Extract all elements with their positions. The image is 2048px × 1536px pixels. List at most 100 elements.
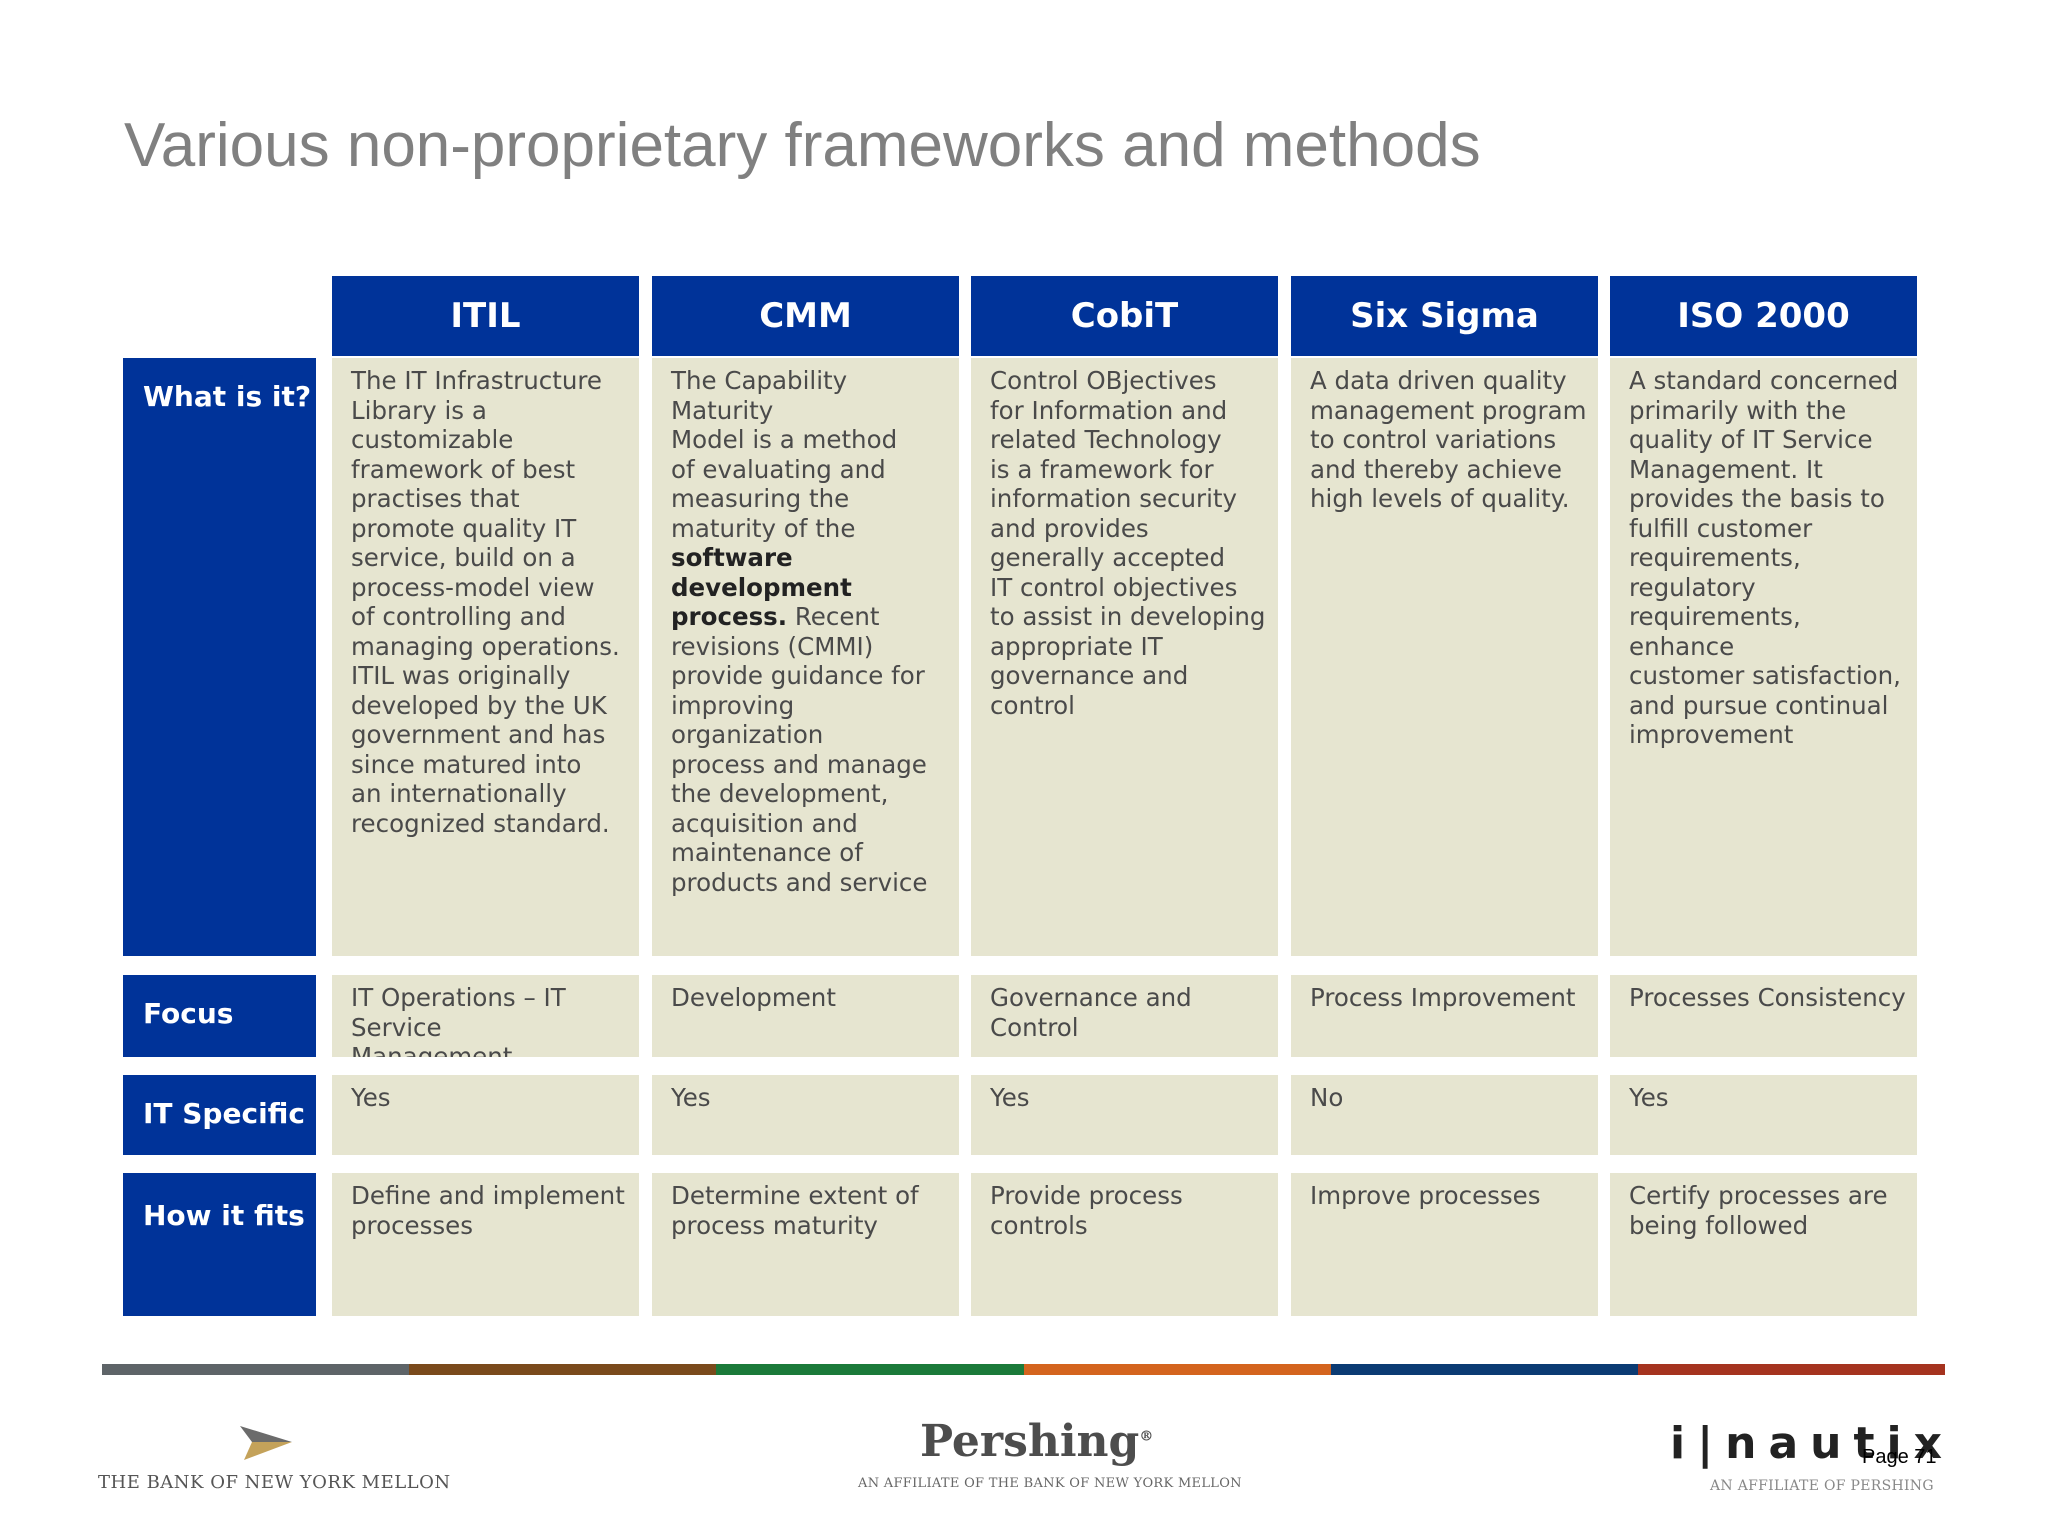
text-line: of evaluating and	[671, 454, 886, 484]
text-line: products and service	[671, 867, 928, 897]
text-line: Library is a	[351, 395, 487, 425]
text-line: acquisition and	[671, 808, 858, 838]
text-line: improving organization	[671, 690, 824, 750]
text-line: government and has	[351, 720, 606, 749]
text-line: service, build on a	[351, 543, 576, 572]
text-line: Management. It	[1629, 454, 1823, 484]
cell-it-specific-six-sigma: No	[1291, 1075, 1598, 1155]
text-line: to assist in developing	[990, 602, 1266, 631]
footer-divider-bar	[102, 1364, 1946, 1375]
text-line: revisions (CMMI)	[671, 631, 874, 661]
text-line: governance and	[990, 661, 1189, 690]
page-number: Page 71	[1862, 1446, 1937, 1468]
bold-text-line: process. Recent	[671, 602, 880, 631]
text-line: for Information and	[990, 395, 1228, 425]
text-line: A data driven quality	[1310, 366, 1567, 395]
text-line: managing operations.	[351, 631, 620, 661]
text-line: recognized standard.	[351, 808, 610, 838]
cell-how-cmm: Determine extent of process maturity	[652, 1173, 959, 1316]
row-label-how-it-fits: How it fits	[123, 1173, 316, 1316]
row-label-focus: Focus	[123, 975, 316, 1057]
divider-segment	[1330, 1364, 1638, 1375]
cell-lines: A data driven quality management program t…	[1310, 366, 1588, 514]
cell-it-specific-cobit: Yes	[971, 1075, 1278, 1155]
pershing-logo: Pershing®	[920, 1416, 1153, 1467]
cell-it-specific-cmm: Yes	[652, 1075, 959, 1155]
text-line: customizable	[351, 425, 514, 454]
column-header-cmm: CMM	[652, 276, 959, 356]
text-line: provides the basis to	[1629, 484, 1885, 513]
cell-focus-iso-2000: Processes Consistency	[1610, 975, 1917, 1057]
divider-segment	[1023, 1364, 1331, 1375]
text-line: regulatory	[1629, 572, 1756, 602]
text-line: IT control objectives	[990, 572, 1238, 602]
text-line: and pursue continual	[1629, 690, 1889, 720]
bny-mellon-logo-text: THE BANK OF NEW YORK MELLON	[98, 1472, 451, 1493]
slide-title: Various non-proprietary frameworks and m…	[124, 111, 1481, 180]
text-line: an internationally	[351, 779, 567, 808]
cell-how-itil: Define and implement processes	[332, 1173, 639, 1316]
text-line: control	[990, 690, 1075, 720]
cell-lines-after: revisions (CMMI) provide guidance for impr…	[671, 632, 949, 898]
bold-text-line: software	[671, 543, 793, 572]
cell-what-cmm: The Capability Maturity Model is a method…	[652, 358, 959, 956]
text-line: high levels of quality.	[1310, 484, 1570, 513]
text-line: The Capability Maturity	[671, 366, 848, 425]
cell-what-six-sigma: A data driven quality management program t…	[1291, 358, 1598, 956]
text-line: requirements, enhance	[1629, 602, 1801, 661]
text-line: ITIL was originally	[351, 661, 571, 690]
registered-mark: ®	[1139, 1428, 1154, 1445]
column-header-itil: ITIL	[332, 276, 639, 356]
pershing-affiliate-text: AN AFFILIATE OF THE BANK OF NEW YORK MEL…	[858, 1476, 1242, 1491]
column-header-cobit: CobiT	[971, 276, 1278, 356]
text-line: process-model view	[351, 572, 595, 602]
text-line: Model is a method	[671, 425, 898, 454]
text-line: process and manage	[671, 749, 927, 779]
text-line: information security	[990, 484, 1238, 513]
divider-segment	[409, 1364, 717, 1375]
row-label-what-is-it: What is it?	[123, 358, 316, 956]
text-line: and provides	[990, 513, 1149, 543]
text-line: is a framework for	[990, 454, 1214, 484]
cell-focus-itil: IT Operations – IT Service Management	[332, 975, 639, 1057]
text-line: Control OBjectives	[990, 366, 1217, 395]
text-line: quality of IT Service	[1629, 425, 1873, 454]
text-line: A standard concerned	[1629, 366, 1899, 395]
text-line: maturity of the	[671, 513, 856, 543]
text-line: since matured into	[351, 749, 582, 779]
row-label-it-specific: IT Specific	[123, 1075, 316, 1155]
divider-segment	[102, 1364, 410, 1375]
text-line: fulfill customer	[1629, 513, 1813, 543]
text-line: practises that	[351, 484, 520, 513]
cell-how-six-sigma: Improve processes	[1291, 1173, 1598, 1316]
cell-how-iso-2000: Certify processes are being followed	[1610, 1173, 1917, 1316]
text-line: framework of best	[351, 454, 576, 484]
text-line: maintenance of	[671, 838, 863, 867]
cell-what-itil: The IT Infrastructure Library is a customi…	[332, 358, 639, 956]
cell-lines: The IT Infrastructure Library is a customi…	[351, 366, 629, 838]
cell-how-cobit: Provide process controls	[971, 1173, 1278, 1316]
cell-bold-lines: software development process. Recent	[671, 543, 949, 632]
text-line: generally accepted	[990, 543, 1226, 572]
cell-focus-cobit: Governance and Control	[971, 975, 1278, 1057]
cell-lines: The Capability Maturity Model is a method…	[671, 366, 949, 543]
cell-focus-cmm: Development	[652, 975, 959, 1057]
cell-lines: Control OBjectives for Information and rel…	[990, 366, 1268, 720]
cell-what-cobit: Control OBjectives for Information and rel…	[971, 358, 1278, 956]
pershing-logo-text: Pershing	[920, 1416, 1140, 1467]
inautix-logo: i|nautix	[1670, 1418, 1954, 1469]
bold-text-line: development	[671, 572, 852, 602]
cell-what-iso-2000: A standard concerned primarily with the qu…	[1610, 358, 1917, 956]
text-line: developed by the UK	[351, 690, 607, 720]
inautix-affiliate-text: AN AFFILIATE OF PERSHING	[1710, 1478, 1934, 1494]
text-line: requirements,	[1629, 543, 1801, 572]
column-header-six-sigma: Six Sigma	[1291, 276, 1598, 356]
text-line: The IT Infrastructure	[351, 366, 602, 395]
divider-segment	[716, 1364, 1024, 1375]
text-line: appropriate IT	[990, 631, 1163, 661]
text-line: customer satisfaction,	[1629, 661, 1901, 690]
cell-focus-six-sigma: Process Improvement	[1291, 975, 1598, 1057]
cell-lines: A standard concerned primarily with the qu…	[1629, 366, 1907, 750]
text-line: primarily with the	[1629, 395, 1847, 425]
text-line: promote quality IT	[351, 513, 577, 543]
